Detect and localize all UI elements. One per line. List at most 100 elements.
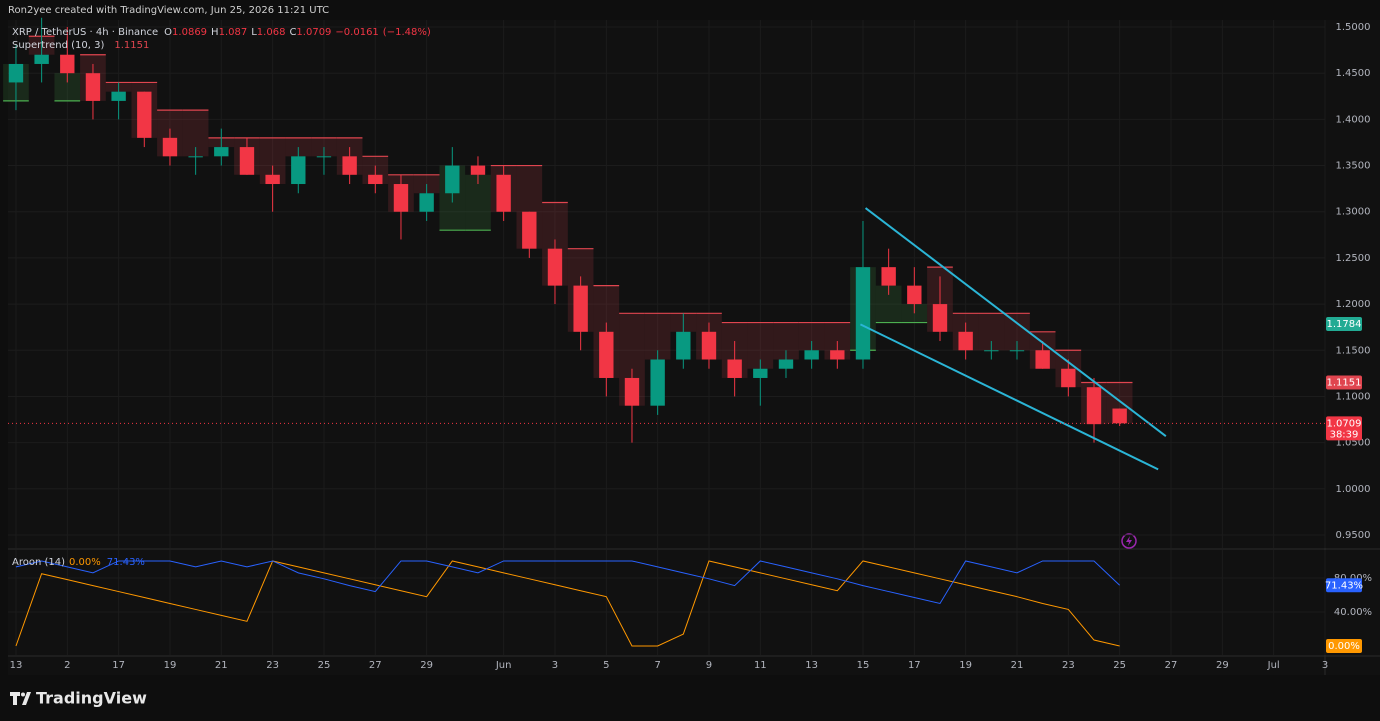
candle-body (599, 331, 614, 378)
x-tick-label: 5 (603, 660, 609, 671)
price-tag (1326, 317, 1362, 332)
x-tick-label: 21 (215, 660, 228, 671)
brand: TradingView (36, 689, 147, 708)
candle-body (60, 54, 75, 74)
y-tick-label: 40.00% (1334, 607, 1372, 618)
aroon-line (15, 560, 1121, 605)
trendline (864, 207, 1167, 437)
ohlc-value: 1.087 (219, 27, 248, 38)
value-tag-label: 71.43% (1325, 580, 1363, 591)
candle-body (8, 63, 24, 83)
candle-body (1061, 368, 1076, 388)
y-tick-label: 1.3500 (1336, 161, 1371, 172)
symbol: XRP / TetherUS · 4h · Binance (12, 27, 158, 38)
chart-area (8, 20, 1380, 675)
candle-body (393, 184, 409, 212)
change: −0.0161 (335, 27, 378, 38)
candle-body (445, 165, 460, 194)
x-tick-label: 25 (318, 660, 331, 671)
x-tick-label: 17 (112, 660, 125, 671)
attribution: Ron2yee created with TradingView.com, Ju… (8, 5, 329, 16)
candle-body (34, 54, 49, 64)
candle-body (701, 331, 717, 360)
value-tag (1326, 578, 1362, 593)
value-tag (1326, 638, 1362, 653)
candle-body (1035, 350, 1050, 369)
candle-body (958, 331, 973, 351)
candle-body (778, 359, 794, 369)
y-tick-label: 1.3000 (1336, 207, 1371, 218)
candle-body (676, 331, 691, 360)
indicator-value: 1.1151 (114, 40, 149, 51)
candle-body (753, 368, 768, 378)
candle-body (368, 174, 383, 185)
lightning-icon (1121, 533, 1137, 549)
candle-body (239, 147, 255, 175)
indicator-name: Aroon (14) (12, 557, 65, 568)
candle-body (932, 304, 948, 332)
y-tick-label: 1.1500 (1336, 345, 1371, 356)
countdown: 38:39 (1330, 429, 1359, 440)
x-tick-label: 7 (654, 660, 660, 671)
candle-body (162, 137, 178, 157)
x-tick-label: 29 (420, 660, 433, 671)
x-tick-label: 13 (805, 660, 818, 671)
candle-body (907, 285, 922, 305)
x-tick-label: 2 (64, 660, 70, 671)
trendline (859, 323, 1159, 471)
value-tag-label: 0.00% (1328, 641, 1360, 652)
candle-body (137, 91, 152, 138)
price-tag-label: 1.1151 (1327, 377, 1362, 388)
candle-body (496, 174, 511, 212)
x-tick-label: 27 (1165, 660, 1178, 671)
price-tag (1326, 375, 1362, 390)
candle-body (573, 285, 588, 332)
candle-body (1009, 350, 1025, 352)
ohlc-value: 1.0709 (296, 27, 331, 38)
candle-body (214, 147, 229, 157)
y-tick-label: 1.0500 (1336, 438, 1371, 449)
ohlc-key: H (211, 27, 219, 38)
x-tick-label: 19 (959, 660, 972, 671)
price-tag (1326, 416, 1362, 441)
x-tick-label: 13 (10, 660, 23, 671)
ohlc-key: L (251, 27, 257, 38)
x-tick-label: 27 (369, 660, 382, 671)
candle-body (650, 359, 665, 406)
x-tick-label: 9 (706, 660, 712, 671)
y-tick-label: 1.2000 (1336, 299, 1371, 310)
x-tick-label: 23 (266, 660, 279, 671)
x-tick-label: 11 (754, 660, 767, 671)
candle-body (342, 156, 357, 175)
y-tick-label: 0.9500 (1336, 530, 1371, 541)
candle-body (855, 267, 871, 360)
x-tick-label: 3 (1322, 660, 1328, 671)
candle-body (881, 267, 896, 286)
price-tag-label: 1.0709 (1327, 418, 1362, 429)
x-tick-label: 25 (1113, 660, 1126, 671)
candle-body (188, 156, 203, 158)
indicator-value: 0.00% (69, 557, 101, 568)
ohlc-value: 1.0869 (172, 27, 207, 38)
candle-body (85, 73, 101, 101)
candle-body (830, 350, 845, 360)
x-tick-label: Jul (1267, 660, 1280, 671)
indicator-name: Supertrend (10, 3) (12, 40, 104, 51)
y-tick-label: 1.1000 (1336, 391, 1371, 402)
x-tick-label: 19 (164, 660, 177, 671)
x-tick-label: 23 (1062, 660, 1075, 671)
candle-body (111, 91, 126, 101)
x-tick-label: 15 (857, 660, 870, 671)
price-tag-label: 1.1784 (1327, 319, 1362, 330)
change-pct: (−1.48%) (383, 27, 431, 38)
y-tick-label: 1.5000 (1336, 22, 1371, 33)
candle-body (547, 248, 563, 286)
ohlc-key: O (164, 27, 172, 38)
x-tick-label: Jun (495, 660, 512, 671)
ohlc-value: 1.068 (257, 27, 286, 38)
x-tick-label: 21 (1011, 660, 1024, 671)
x-tick-label: 17 (908, 660, 921, 671)
y-tick-label: 1.0000 (1336, 484, 1371, 495)
